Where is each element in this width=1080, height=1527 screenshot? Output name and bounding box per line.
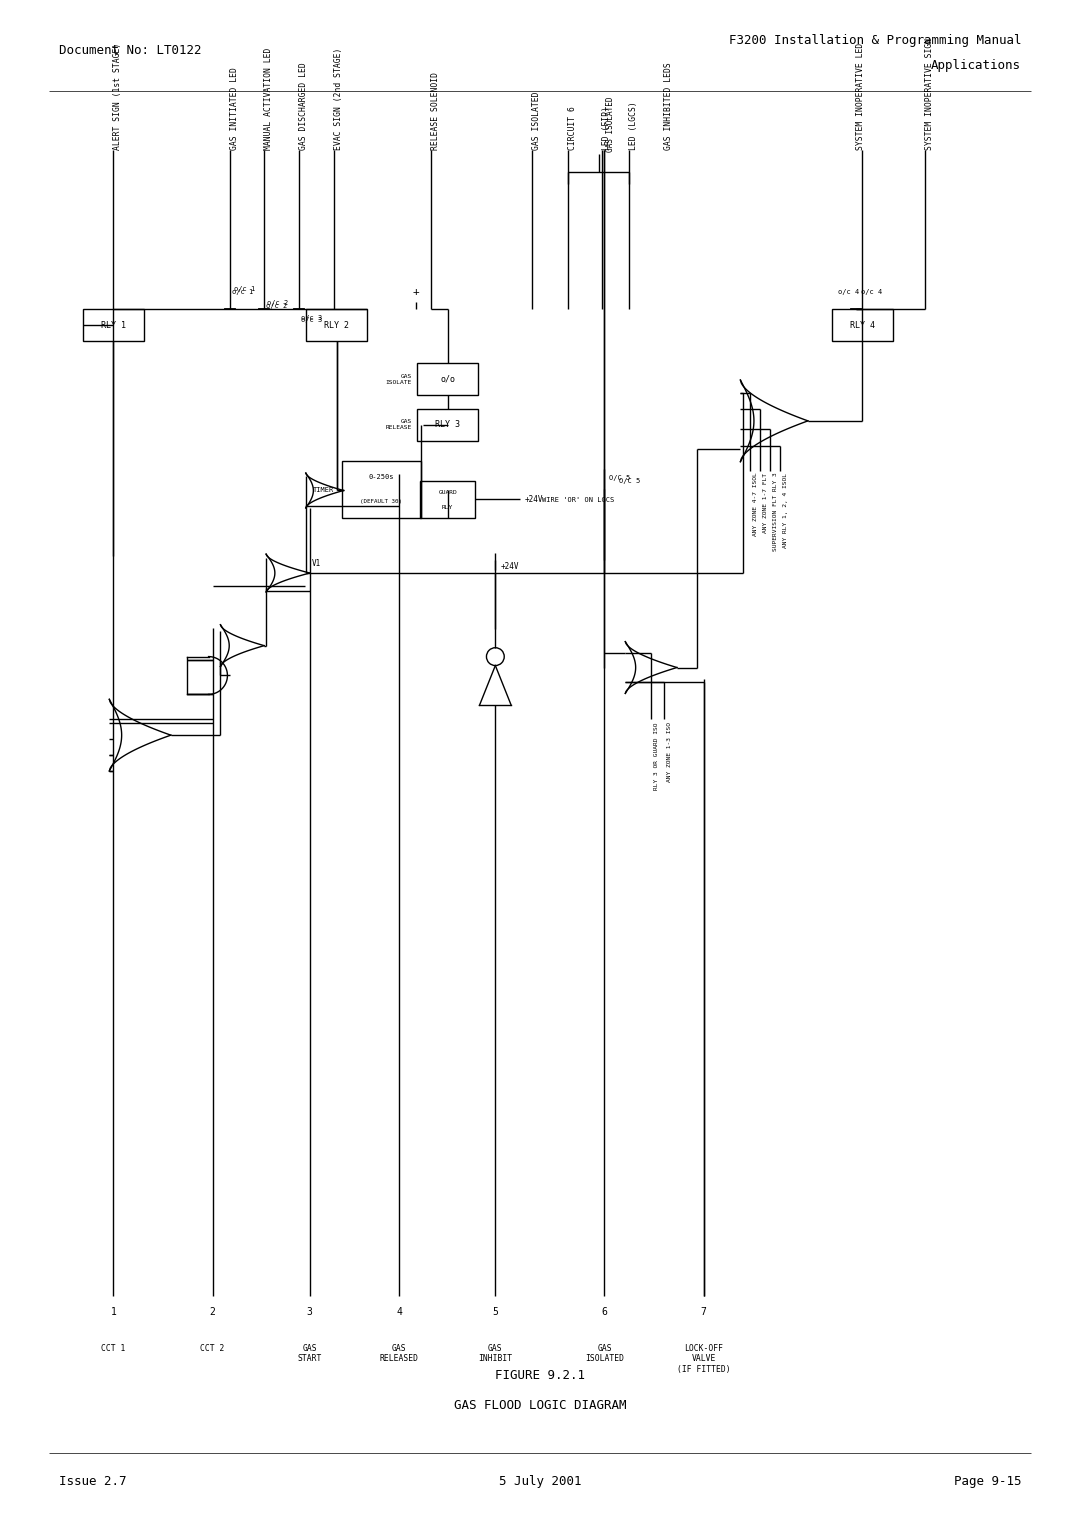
Bar <box>341 461 421 518</box>
Text: 7: 7 <box>701 1307 706 1316</box>
Text: o/c 1: o/c 1 <box>234 286 256 292</box>
Text: (DEFAULT 30): (DEFAULT 30) <box>361 498 402 504</box>
Text: 2: 2 <box>210 1307 216 1316</box>
Text: GAS
INHIBIT: GAS INHIBIT <box>478 1344 512 1364</box>
Text: LED (FIP): LED (FIP) <box>602 107 610 150</box>
Text: LED (LGCS): LED (LGCS) <box>630 102 638 150</box>
Text: GUARD: GUARD <box>438 490 457 495</box>
Text: 4: 4 <box>396 1307 402 1316</box>
Text: GAS
RELEASED: GAS RELEASED <box>379 1344 419 1364</box>
Text: GAS ISOLATED: GAS ISOLATED <box>607 96 616 153</box>
Text: SUPERVISION FLT RLY 3: SUPERVISION FLT RLY 3 <box>773 472 779 551</box>
Text: SYSTEM INOPERATIVE LED: SYSTEM INOPERATIVE LED <box>855 43 865 150</box>
Text: WIRE 'OR' ON LGCS: WIRE 'OR' ON LGCS <box>542 498 615 504</box>
Text: +: + <box>413 287 419 296</box>
Text: CCT 1: CCT 1 <box>102 1344 125 1353</box>
Bar <box>82 310 144 342</box>
Text: o/c 3: o/c 3 <box>301 316 322 321</box>
Text: o/c 2: o/c 2 <box>267 299 288 305</box>
Text: SYSTEM INOPERATIVE SIGN: SYSTEM INOPERATIVE SIGN <box>924 38 934 150</box>
Text: TIMER: TIMER <box>313 487 335 493</box>
Text: CCT 2: CCT 2 <box>201 1344 225 1353</box>
Text: RLY: RLY <box>442 505 454 510</box>
Text: ALERT SIGN (1st STAGE): ALERT SIGN (1st STAGE) <box>113 43 122 150</box>
Text: O/C 5: O/C 5 <box>620 478 640 484</box>
Text: O/C 5: O/C 5 <box>609 475 631 481</box>
Bar <box>420 481 475 518</box>
Text: RLY 2: RLY 2 <box>324 321 349 330</box>
Text: FIGURE 9.2.1: FIGURE 9.2.1 <box>495 1370 585 1382</box>
Text: LOCK-OFF
VALVE
(IF FITTED): LOCK-OFF VALVE (IF FITTED) <box>677 1344 730 1374</box>
Text: Issue 2.7: Issue 2.7 <box>58 1475 126 1487</box>
Text: RLY 1: RLY 1 <box>100 321 125 330</box>
Text: o/c 1: o/c 1 <box>232 289 254 295</box>
Text: GAS DISCHARGED LED: GAS DISCHARGED LED <box>299 63 308 150</box>
Text: ANY ZONE 1-3 ISO: ANY ZONE 1-3 ISO <box>667 722 672 782</box>
Text: GAS
RELEASE: GAS RELEASE <box>386 420 411 431</box>
Text: F3200 Installation & Programming Manual: F3200 Installation & Programming Manual <box>729 35 1022 47</box>
Text: MANUAL ACTIVATION LED: MANUAL ACTIVATION LED <box>265 47 273 150</box>
Text: GAS
ISOLATED: GAS ISOLATED <box>585 1344 624 1364</box>
Text: 6: 6 <box>602 1307 607 1316</box>
Bar <box>832 310 893 342</box>
Text: GAS
ISOLATE: GAS ISOLATE <box>386 374 411 385</box>
Bar <box>417 363 478 395</box>
Text: o/c 4: o/c 4 <box>838 289 859 295</box>
Text: GAS ISOLATED: GAS ISOLATED <box>532 92 541 150</box>
Text: EVAC SIGN (2nd STAGE): EVAC SIGN (2nd STAGE) <box>334 47 342 150</box>
Text: RLY 4: RLY 4 <box>850 321 875 330</box>
Text: o/c 4: o/c 4 <box>861 289 881 295</box>
Text: 5 July 2001: 5 July 2001 <box>499 1475 581 1487</box>
Text: +24V: +24V <box>500 562 518 571</box>
Text: 3: 3 <box>307 1307 313 1316</box>
Text: GAS FLOOD LOGIC DIAGRAM: GAS FLOOD LOGIC DIAGRAM <box>454 1399 626 1412</box>
Text: CIRCUIT 6: CIRCUIT 6 <box>568 107 577 150</box>
Text: V1: V1 <box>312 559 321 568</box>
Text: RLY 3: RLY 3 <box>435 420 460 429</box>
Text: ANY ZONE 4-7 ISOL: ANY ZONE 4-7 ISOL <box>754 472 758 536</box>
Text: o/o: o/o <box>441 374 455 383</box>
Text: Applications: Applications <box>931 60 1022 72</box>
Text: 1: 1 <box>110 1307 117 1316</box>
Text: ANY ZONE 1-7 FLT: ANY ZONE 1-7 FLT <box>764 472 768 533</box>
Text: Page 9-15: Page 9-15 <box>954 1475 1022 1487</box>
Text: Document No: LT0122: Document No: LT0122 <box>58 44 201 58</box>
Text: o/c 2: o/c 2 <box>266 304 287 310</box>
Text: 0-250s: 0-250s <box>368 473 394 479</box>
Text: 5: 5 <box>492 1307 498 1316</box>
Text: GAS INITIATED LED: GAS INITIATED LED <box>230 67 240 150</box>
Text: GAS
START: GAS START <box>298 1344 322 1364</box>
Text: GAS INHIBITED LEDS: GAS INHIBITED LEDS <box>664 63 673 150</box>
Text: RLY 3 OR GUARD ISO: RLY 3 OR GUARD ISO <box>654 722 659 789</box>
Text: +24V: +24V <box>525 495 543 504</box>
Text: ANY RLY 1, 2, 4 ISOL: ANY RLY 1, 2, 4 ISOL <box>783 472 788 548</box>
Text: o/c 3: o/c 3 <box>301 318 322 324</box>
Bar <box>417 409 478 441</box>
Text: RELEASE SOLENOID: RELEASE SOLENOID <box>431 72 440 150</box>
Bar <box>306 310 367 342</box>
